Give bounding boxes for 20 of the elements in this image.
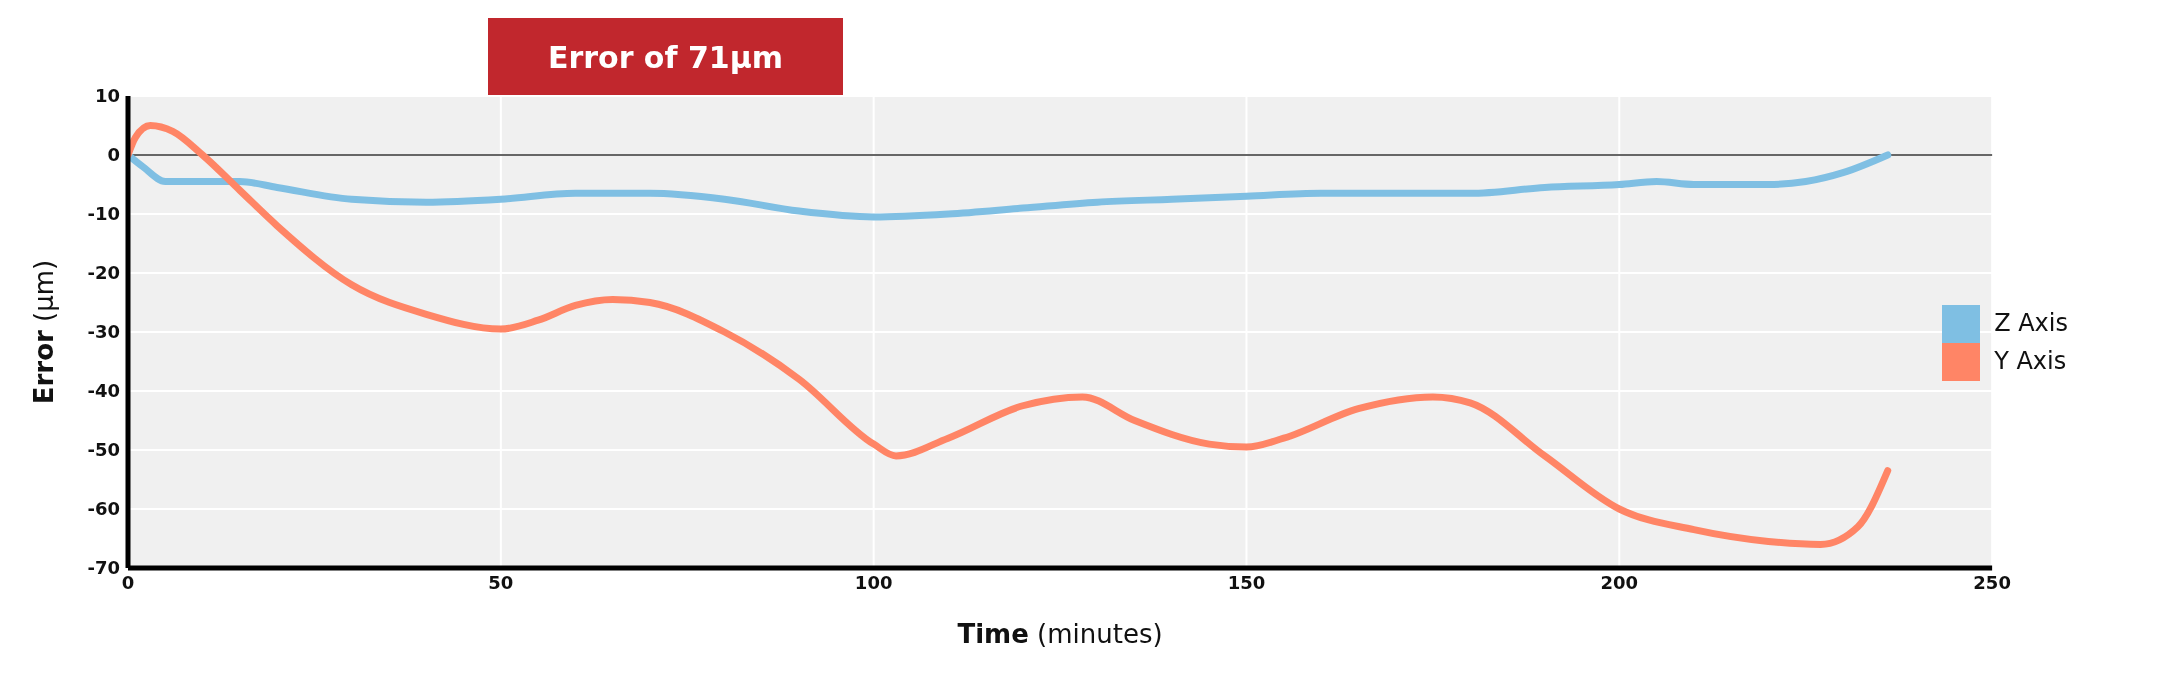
legend-label: Z Axis xyxy=(1994,309,2068,337)
x-tick-label: 50 xyxy=(488,571,514,593)
y-tick-label: -70 xyxy=(87,557,120,579)
text: Error of 71µm xyxy=(488,18,843,96)
y-tick-label: -40 xyxy=(87,380,120,402)
x-tick-label: 150 xyxy=(1227,571,1266,593)
x-tick-label: 100 xyxy=(854,571,893,593)
y-tick-label: -20 xyxy=(87,262,120,284)
x-tick-label: 250 xyxy=(1973,571,2011,593)
y-tick-label: -30 xyxy=(87,321,120,343)
y-tick-label: 0 xyxy=(107,144,120,166)
legend-label: Y Axis xyxy=(1994,347,2067,375)
x-tick-label: 0 xyxy=(121,571,135,593)
y-tick-label: -60 xyxy=(87,498,120,520)
x-tick-label: 200 xyxy=(1600,571,1639,593)
y-tick-label: 10 xyxy=(94,85,120,107)
y-tick-label: -50 xyxy=(87,439,120,461)
x-axis-title: Time (minutes) xyxy=(957,619,1163,649)
y-axis-title: Error (µm) xyxy=(29,259,59,405)
y-tick-label: -10 xyxy=(87,203,120,225)
